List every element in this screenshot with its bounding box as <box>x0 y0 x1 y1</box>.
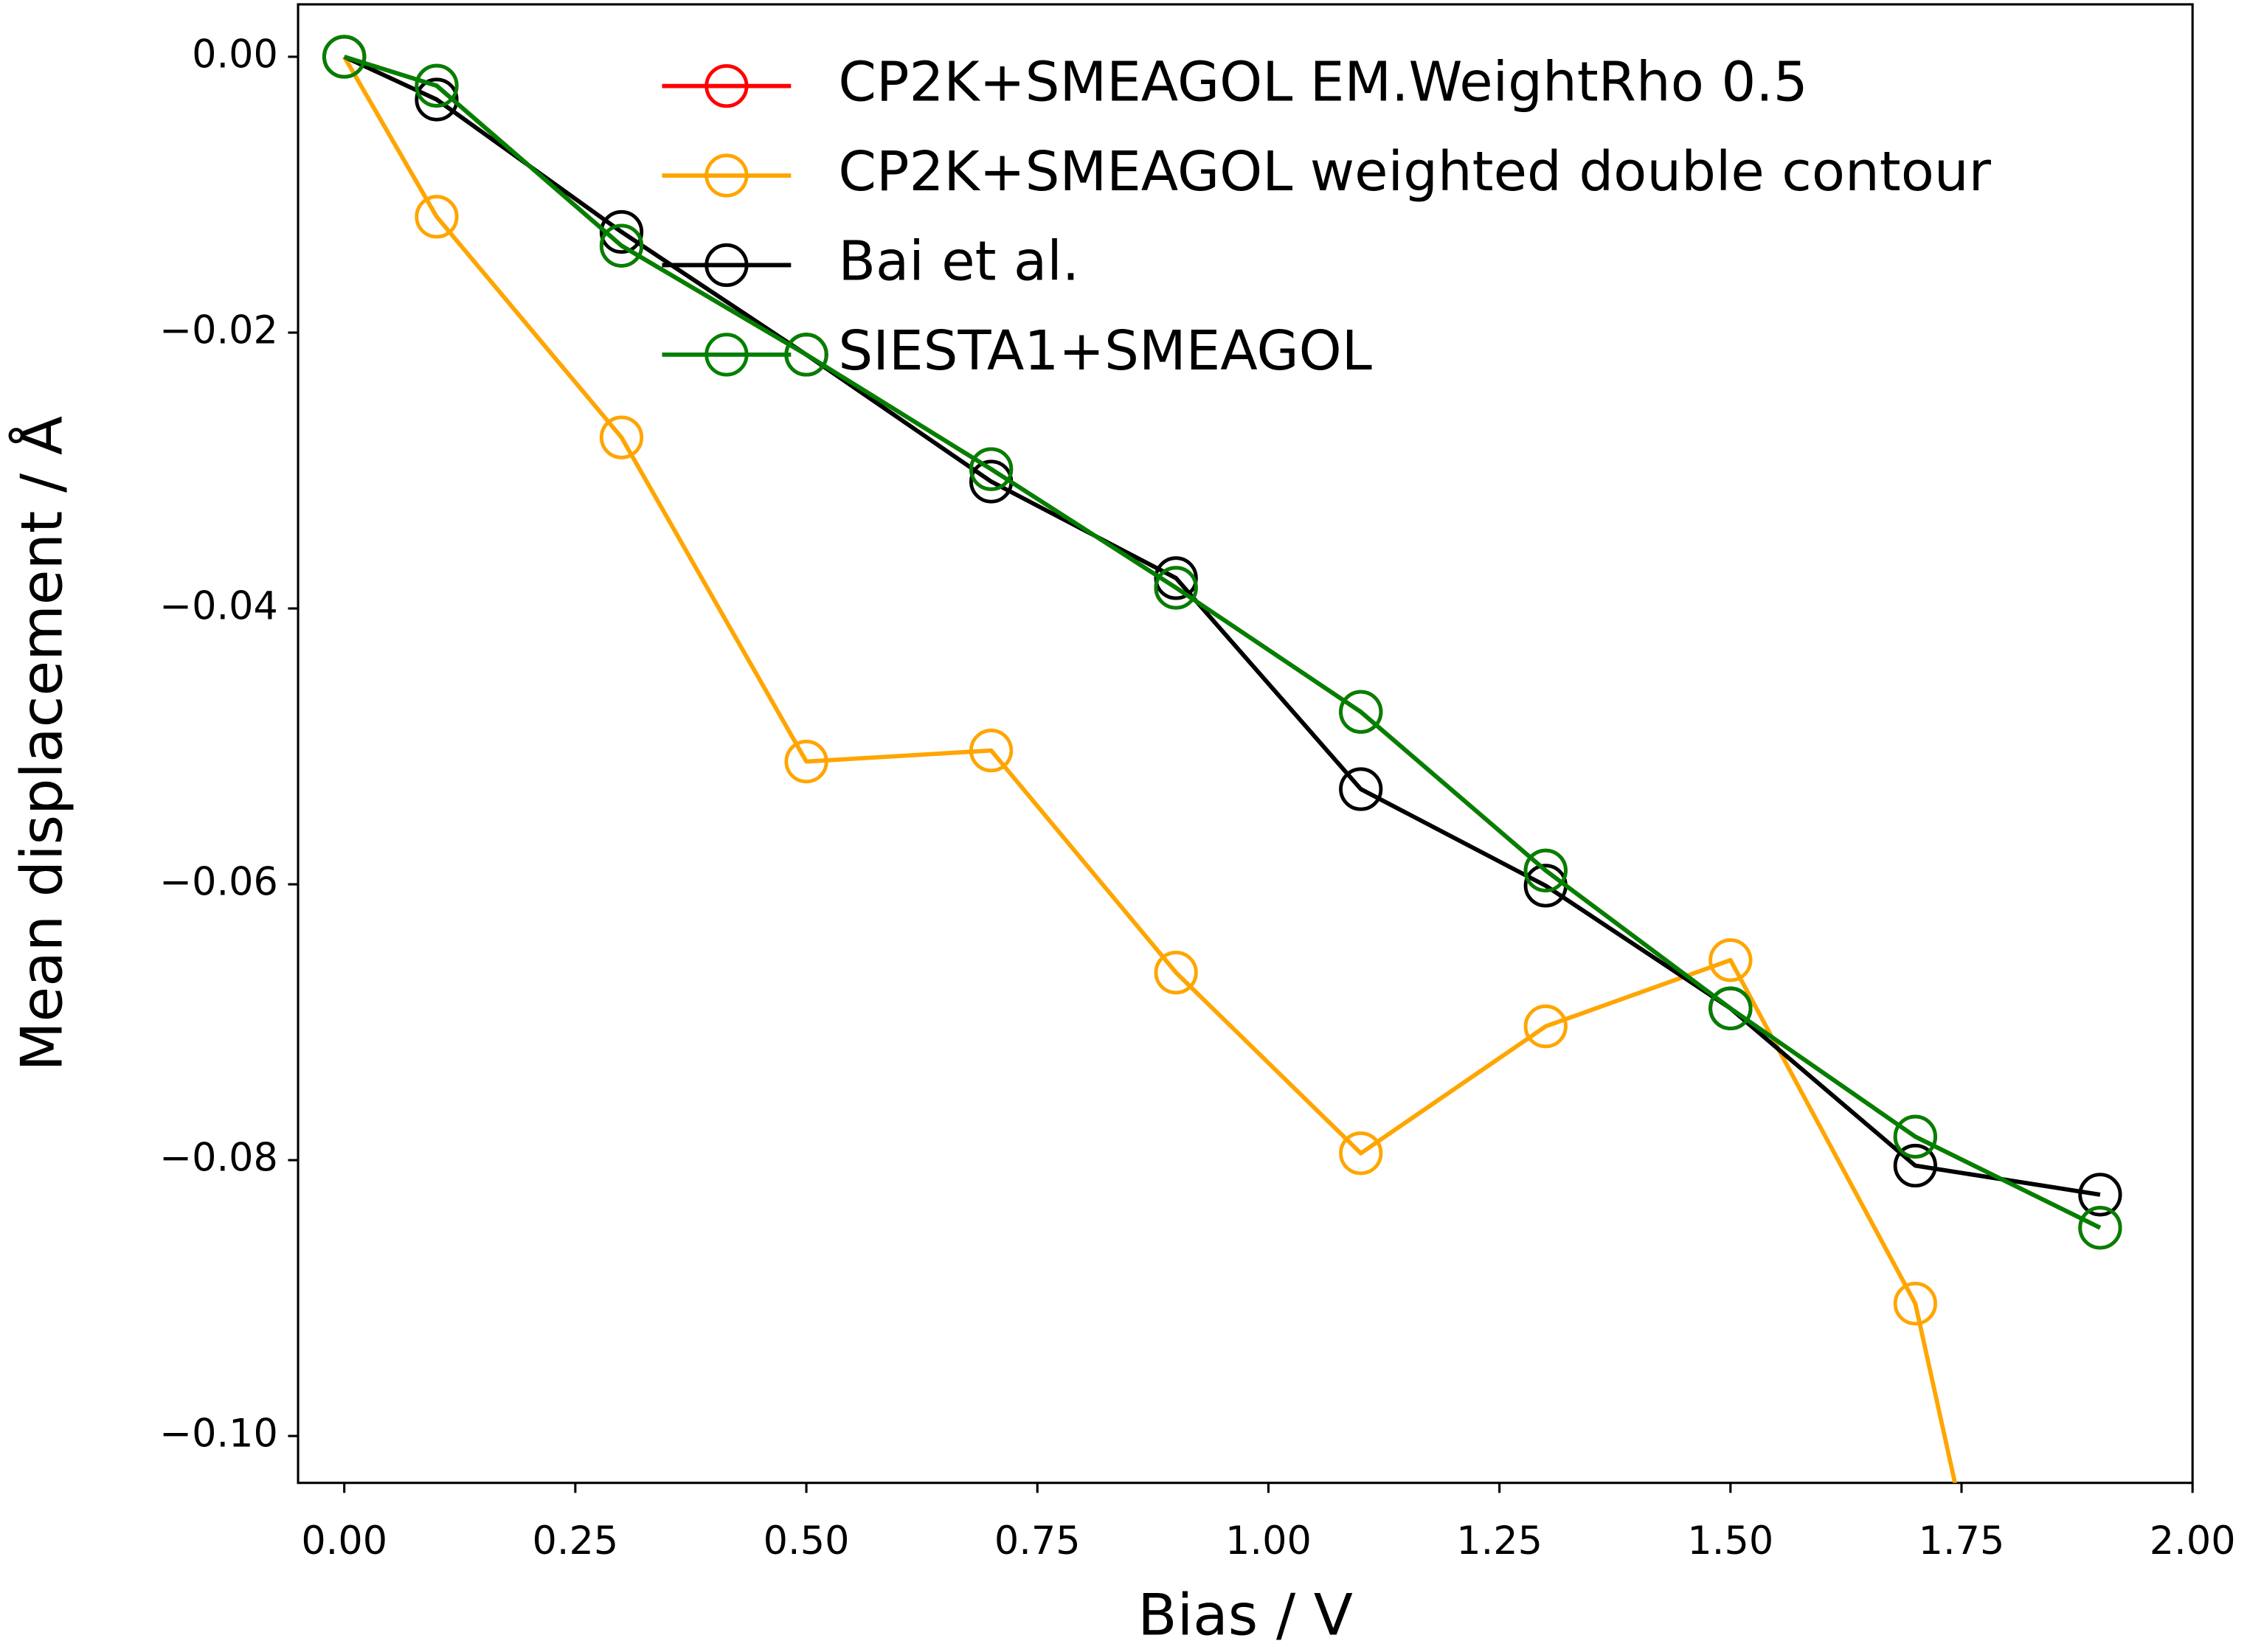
y-tick-label: −0.10 <box>159 1412 278 1457</box>
data-point <box>1708 938 1753 982</box>
data-point <box>599 209 644 254</box>
series-line <box>342 55 1958 1483</box>
data-point <box>1339 767 1383 811</box>
data-point <box>322 35 367 79</box>
series-line <box>343 55 2101 1197</box>
x-tick-label: 1.25 <box>1456 1519 1543 1564</box>
data-point <box>599 223 644 268</box>
x-tick-label: 0.25 <box>533 1519 619 1564</box>
legend-marker <box>704 243 749 288</box>
data-point <box>1339 690 1383 734</box>
data-point <box>969 729 1014 773</box>
data-point <box>1523 1004 1568 1049</box>
data-point <box>1893 1114 1937 1159</box>
x-tick-label: 1.50 <box>1687 1519 1773 1564</box>
legend-label: CP2K+SMEAGOL weighted double contour <box>838 140 1991 204</box>
legend-marker <box>704 153 749 198</box>
x-tick-label: 2.00 <box>2150 1519 2236 1564</box>
data-point <box>1893 1281 1937 1326</box>
y-tick-label: −0.04 <box>159 584 278 629</box>
data-point <box>1339 1131 1383 1176</box>
data-point <box>415 63 459 108</box>
data-point <box>1708 986 1753 1030</box>
data-point <box>2078 1173 2122 1217</box>
data-point <box>1154 566 1198 610</box>
data-point <box>1893 1143 1937 1188</box>
y-tick-label: −0.06 <box>159 860 278 905</box>
data-point <box>969 447 1014 491</box>
data-point <box>599 415 644 459</box>
legend-marker <box>704 64 749 108</box>
data-point <box>1154 556 1198 600</box>
y-axis-label: Mean displacement / Å <box>8 416 76 1072</box>
y-tick-label: 0.00 <box>192 32 278 77</box>
x-tick-label: 1.00 <box>1225 1519 1312 1564</box>
plot-frame <box>297 3 2194 1485</box>
x-tick-label: 1.75 <box>1919 1519 2005 1564</box>
series-line <box>343 55 2102 1230</box>
x-tick-label: 0.00 <box>301 1519 387 1564</box>
x-axis-label: Bias / V <box>1138 1583 1353 1649</box>
data-point <box>415 195 459 239</box>
data-point <box>1154 951 1198 995</box>
legend-label: SIESTA1+SMEAGOL <box>838 319 1371 383</box>
x-tick-label: 0.50 <box>764 1519 850 1564</box>
x-tick-label: 0.75 <box>994 1519 1081 1564</box>
y-tick-label: −0.02 <box>159 308 278 353</box>
data-point <box>415 77 459 122</box>
legend-label: Bai et al. <box>838 229 1079 293</box>
legend-label: CP2K+SMEAGOL EM.WeightRho 0.5 <box>838 51 1807 114</box>
data-point <box>2078 1206 2122 1250</box>
plot-area <box>322 35 2122 1483</box>
y-tick-label: −0.08 <box>159 1136 278 1181</box>
data-point <box>1523 848 1568 892</box>
data-point <box>784 739 828 784</box>
legend-marker <box>704 333 749 377</box>
